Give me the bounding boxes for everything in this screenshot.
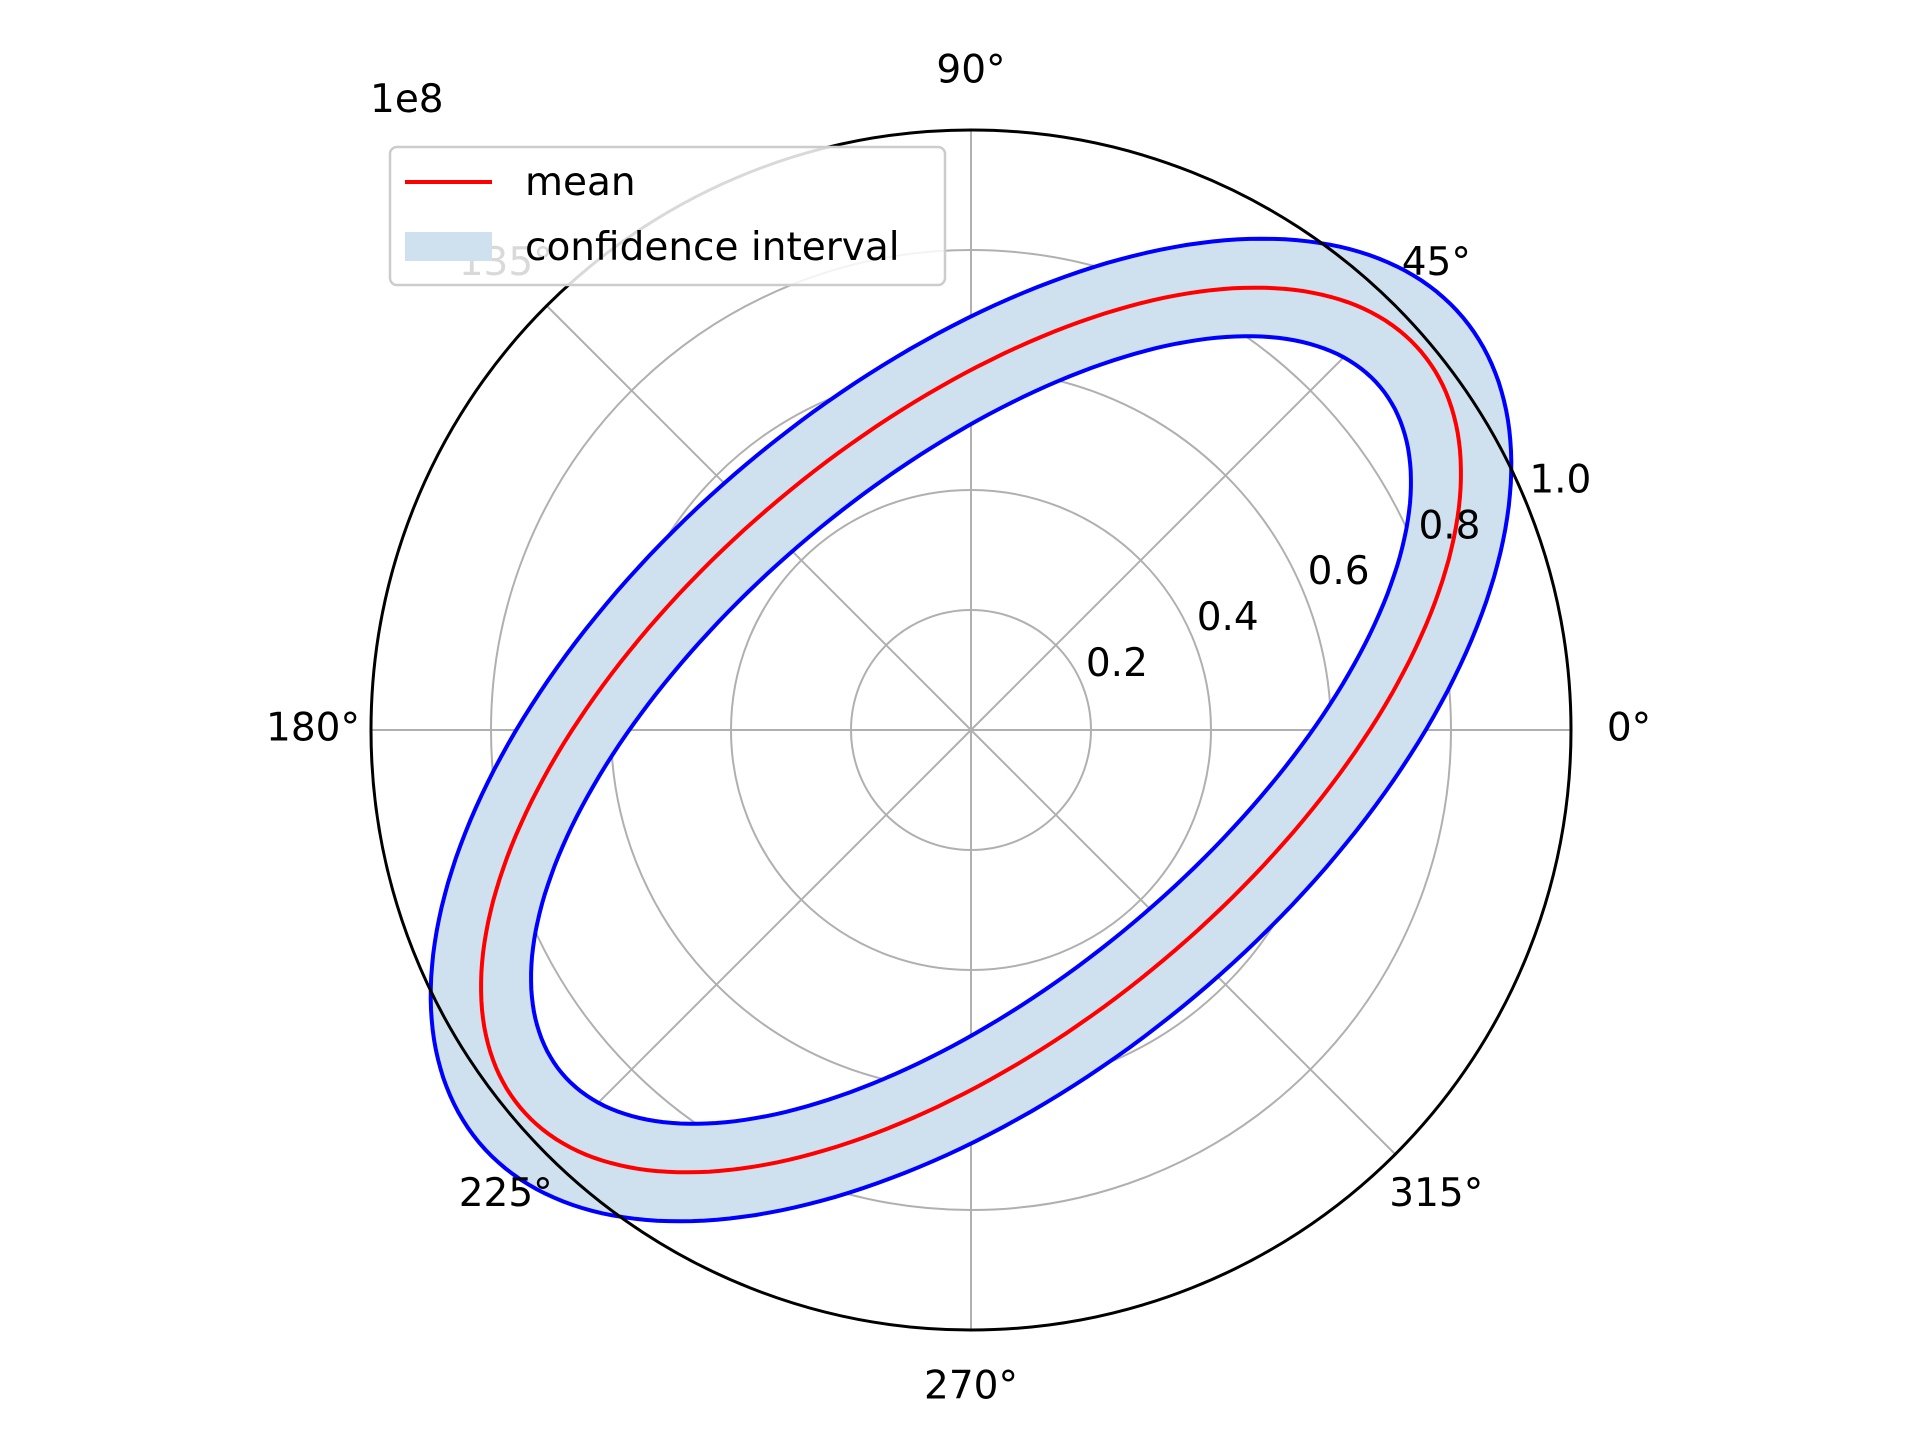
radial-tick-label-0: 0.2 [1086, 641, 1148, 686]
series-line-mean [479, 285, 1463, 1175]
angular-gridline-5 [546, 729, 972, 1155]
confidence-upper-line [428, 236, 1514, 1224]
confidence-band-fill [430, 238, 1512, 1222]
angular-tick-label-270: 270° [924, 1364, 1018, 1409]
angular-tick-label-225: 225° [459, 1171, 553, 1216]
confidence-lower-line [529, 334, 1413, 1126]
angular-tick-label-0: 0° [1607, 706, 1651, 751]
radial-tick-label-4: 1.0 [1529, 457, 1591, 502]
series [479, 285, 1463, 1175]
angular-gridline-1 [970, 305, 1396, 731]
legend-ci-swatch [405, 232, 492, 261]
legend-frame [388, 145, 947, 287]
confidence-band [428, 236, 1514, 1224]
legend-ci-label: confidence interval [525, 225, 900, 270]
polar-frame [369, 128, 1573, 1332]
angular-tick-label-90: 90° [936, 48, 1005, 93]
radial-tick-label-2: 0.6 [1308, 549, 1370, 594]
radial-offset-text: 1e8 [370, 77, 444, 122]
radial-tick-label-1: 0.4 [1197, 595, 1259, 640]
legend: mean confidence interval [388, 145, 947, 287]
legend-mean-label: mean [525, 160, 636, 205]
angular-tick-label-45: 45° [1402, 240, 1471, 285]
angular-tick-label-180: 180° [266, 706, 360, 751]
angular-tick-label-315: 315° [1389, 1171, 1483, 1216]
radial-tick-label-3: 0.8 [1418, 503, 1480, 548]
